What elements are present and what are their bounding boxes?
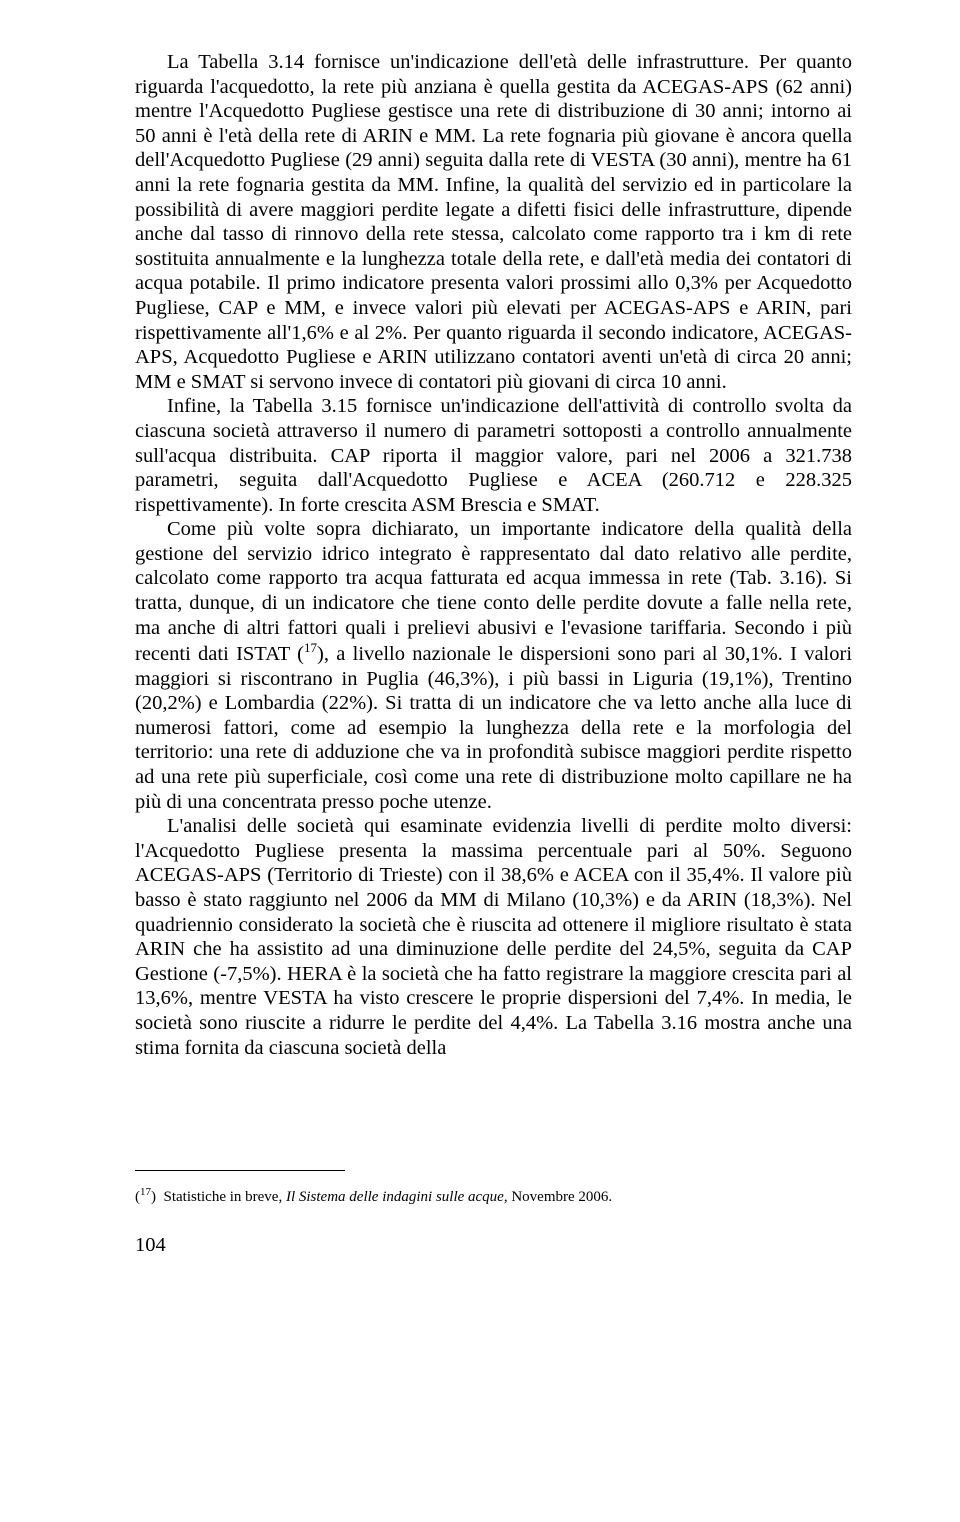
paragraph-2: Infine, la Tabella 3.15 fornisce un'indi… [135, 394, 852, 517]
footnote-text-suffix: , Novembre 2006. [504, 1189, 612, 1205]
page-number: 104 [135, 1234, 852, 1257]
paragraph-4: L'analisi delle società qui esaminate ev… [135, 814, 852, 1060]
footnote-ref-inline: 17 [304, 640, 317, 655]
paragraph-3: Come più volte sopra dichiarato, un impo… [135, 517, 852, 814]
paragraph-3-post: ), a livello nazionale le dispersioni so… [135, 643, 852, 813]
footnote-number: 17 [140, 1186, 151, 1198]
footnote: (17) Statistiche in breve, Il Sistema de… [135, 1185, 852, 1208]
paragraph-1: La Tabella 3.14 fornisce un'indicazione … [135, 50, 852, 394]
body-text-container: La Tabella 3.14 fornisce un'indicazione … [135, 50, 852, 1060]
footnote-separator [135, 1170, 345, 1171]
footnote-text-italic: Il Sistema delle indagini sulle acque [286, 1189, 504, 1205]
footnote-text-prefix: Statistiche in breve, [164, 1189, 286, 1205]
footnote-marker-close: ) [151, 1189, 156, 1205]
